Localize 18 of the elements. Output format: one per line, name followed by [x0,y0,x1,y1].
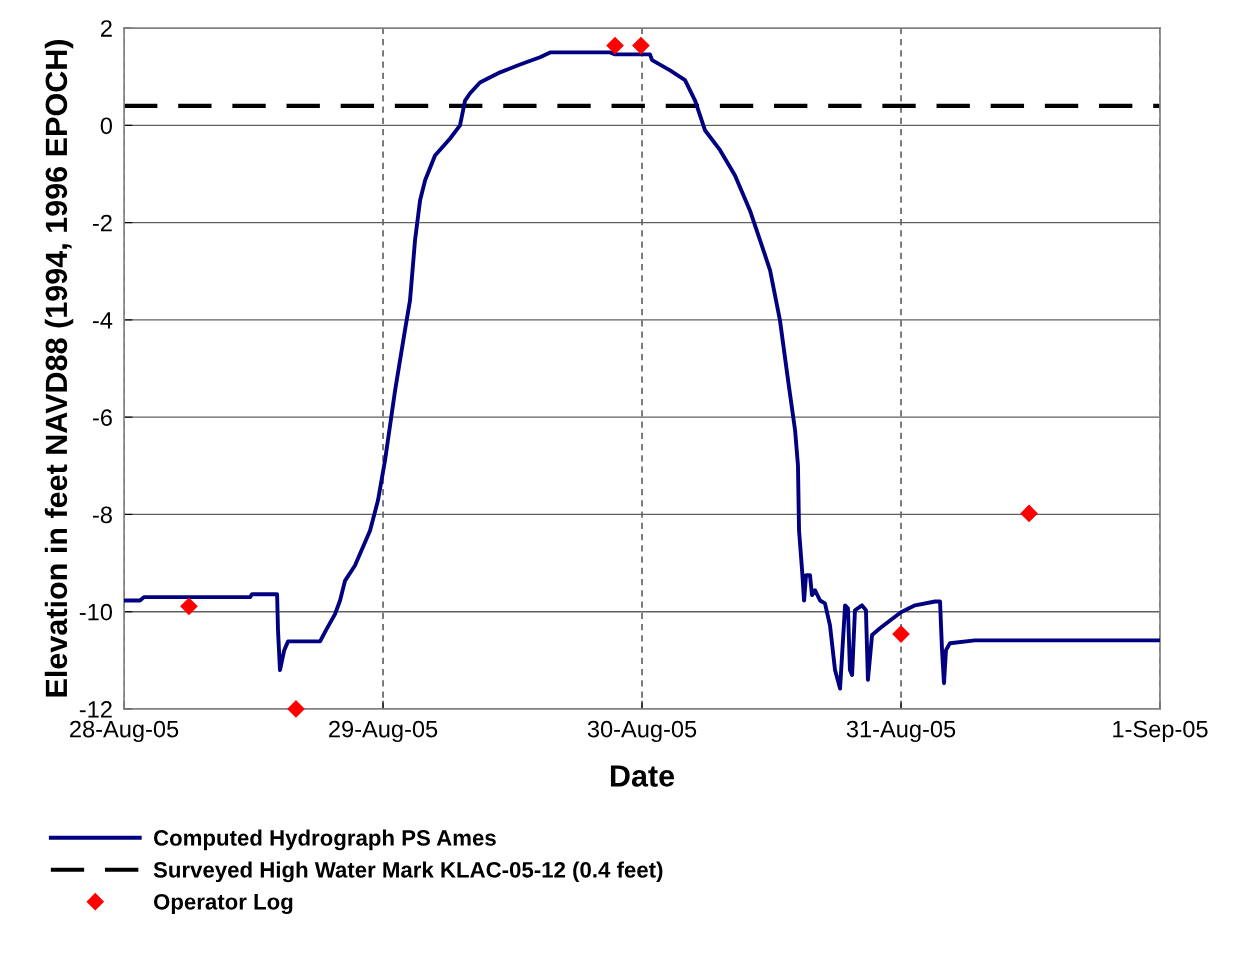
y-tick-label: 0 [100,117,113,135]
legend-label: Operator Log [153,893,293,915]
y-tick-label: -4 [92,312,113,329]
x-tick-label: 29-Aug-05 [329,720,438,743]
legend-label: Computed Hydrograph PS Ames [153,829,496,851]
x-tick-label: 31-Aug-05 [846,720,956,743]
y-axis-title: Elevation in feet NAVD88 (1994, 1996 EPOCH) [44,40,74,697]
x-tick-label: 1-Sep-05 [1113,720,1208,743]
x-tick-label: 30-Aug-05 [587,720,697,743]
y-tick-label: -12 [79,701,112,718]
x-axis-title: Date [610,765,675,787]
y-tick-label: -2 [92,214,112,232]
legend-label: Surveyed High Water Mark KLAC-05-12 (0.4 feet) [153,861,663,883]
y-tick-label: -10 [79,603,113,621]
y-tick-label: 2 [100,20,112,37]
y-tick-label: -8 [92,506,112,524]
y-tick-label: -6 [92,409,112,426]
x-tick-label: 28-Aug-05 [70,720,179,743]
